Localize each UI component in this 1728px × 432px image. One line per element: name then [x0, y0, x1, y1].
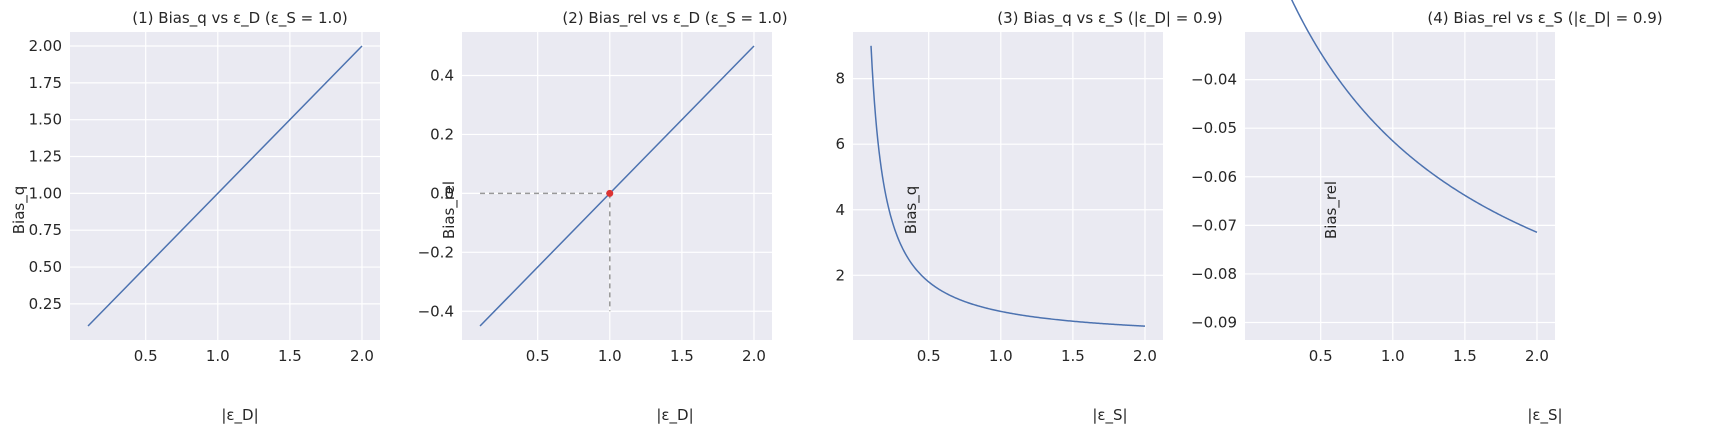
x-tick-label: 2.0 [1525, 347, 1549, 365]
x-axis-label: |ε_D| [656, 406, 693, 425]
x-tick-label: 1.5 [1061, 347, 1085, 365]
plot-area [1245, 32, 1555, 340]
chart-title: (2) Bias_rel vs ε_D (ε_S = 1.0) [562, 9, 787, 28]
x-tick-label: 1.5 [1453, 347, 1477, 365]
x-tick-label: 1.0 [206, 347, 230, 365]
reference-point [606, 189, 614, 197]
chart-title: (4) Bias_rel vs ε_S (|ε_D| = 0.9) [1427, 9, 1662, 28]
y-axis-label: Bias_q [902, 186, 921, 235]
y-tick-label: −0.2 [418, 243, 454, 261]
chart-panel-4: (4) Bias_rel vs ε_S (|ε_D| = 0.9) |ε_S| … [1191, 0, 1663, 425]
y-tick-label: 1.00 [29, 184, 62, 202]
y-tick-label: −0.05 [1191, 119, 1237, 137]
gridlines [853, 32, 1163, 340]
y-tick-label: 8 [835, 70, 845, 88]
x-axis-label: |ε_S| [1092, 406, 1127, 425]
x-axis-label: |ε_D| [221, 406, 258, 425]
y-tick-label: −0.04 [1191, 71, 1237, 89]
x-tick-label: 0.5 [1309, 347, 1333, 365]
gridlines [462, 32, 772, 340]
y-tick-label: 1.75 [29, 74, 62, 92]
y-tick-label: −0.06 [1191, 168, 1237, 186]
chart-panel-1: (1) Bias_q vs ε_D (ε_S = 1.0) |ε_D| Bias… [10, 9, 380, 425]
x-tick-label: 0.5 [526, 347, 550, 365]
y-tick-label: 1.50 [29, 111, 62, 129]
y-tick-label: 0.0 [430, 184, 454, 202]
x-tick-label: 0.5 [134, 347, 158, 365]
x-tick-label: 1.5 [670, 347, 694, 365]
chart-title: (1) Bias_q vs ε_D (ε_S = 1.0) [132, 9, 347, 28]
chart-panel-3: (3) Bias_q vs ε_S (|ε_D| = 0.9) |ε_S| Bi… [835, 9, 1222, 425]
series-line [1291, 0, 1538, 233]
x-tick-label: 1.0 [1381, 347, 1405, 365]
series-line [870, 45, 1146, 327]
y-tick-label: 0.4 [430, 66, 454, 84]
y-tick-label: −0.09 [1191, 314, 1237, 332]
x-tick-label: 2.0 [1133, 347, 1157, 365]
y-tick-label: 0.2 [430, 125, 454, 143]
y-axis-label: Bias_rel [1322, 181, 1341, 239]
x-tick-label: 1.0 [598, 347, 622, 365]
y-tick-label: 6 [835, 135, 845, 153]
y-tick-label: −0.08 [1191, 265, 1237, 283]
series-line [479, 45, 755, 327]
chart-panel-2: (2) Bias_rel vs ε_D (ε_S = 1.0) |ε_D| Bi… [418, 9, 788, 425]
series-line [87, 45, 363, 327]
y-tick-label: 2.00 [29, 37, 62, 55]
y-tick-label: 2 [835, 266, 845, 284]
gridlines [70, 32, 380, 340]
y-tick-label: 0.25 [29, 295, 62, 313]
y-tick-label: 0.75 [29, 221, 62, 239]
y-tick-label: 4 [835, 201, 845, 219]
x-tick-label: 2.0 [742, 347, 766, 365]
y-tick-label: −0.07 [1191, 216, 1237, 234]
x-tick-label: 2.0 [350, 347, 374, 365]
y-tick-label: 0.50 [29, 258, 62, 276]
y-tick-label: −0.4 [418, 302, 454, 320]
chart-title: (3) Bias_q vs ε_S (|ε_D| = 0.9) [997, 9, 1223, 28]
x-tick-label: 1.0 [989, 347, 1013, 365]
gridlines [1245, 32, 1555, 340]
y-tick-label: 1.25 [29, 148, 62, 166]
x-tick-label: 1.5 [278, 347, 302, 365]
y-axis-label: Bias_q [10, 186, 29, 235]
y-axis-label: Bias_rel [440, 181, 459, 239]
x-axis-label: |ε_S| [1527, 406, 1562, 425]
x-tick-label: 0.5 [917, 347, 941, 365]
plot-area [853, 32, 1163, 340]
